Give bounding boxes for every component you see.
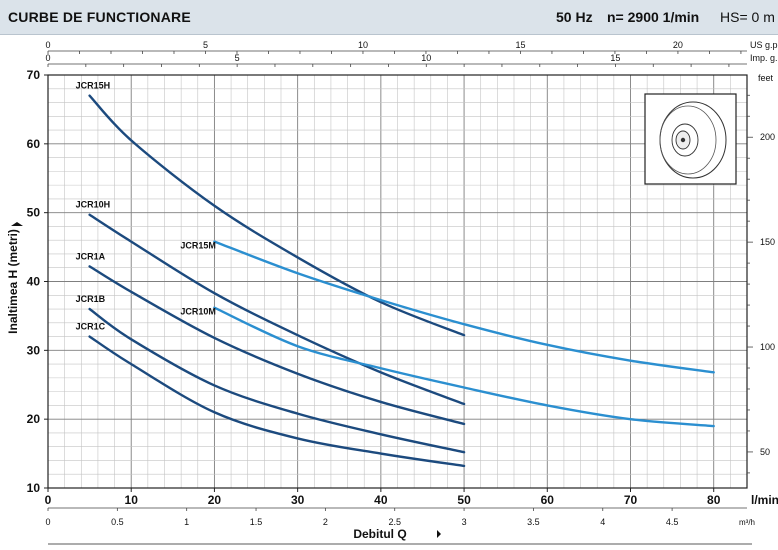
x-tick-label: 0: [45, 493, 52, 507]
impeller-diagram: [644, 93, 737, 185]
series-line-jcr10h: [88, 213, 466, 406]
m3h-tick-label: 0.5: [111, 517, 124, 527]
series-line-jcr10m: [213, 306, 715, 428]
series-label-jcr1c: JCR1C: [76, 322, 106, 332]
m3h-tick-label: 0: [45, 517, 50, 527]
x-axis-title: Debitul Q: [353, 527, 406, 541]
x-tick-label: 40: [374, 493, 388, 507]
series-line-jcr15m: [213, 240, 715, 374]
chart-header: CURBE DE FUNCTIONARE 50 Hz n= 2900 1/min…: [0, 0, 778, 35]
suction-head-label: HS= 0 m: [720, 9, 775, 25]
impeller-shaft: [680, 137, 686, 143]
y-tick-label: 60: [27, 137, 41, 151]
y-axis-title: Inaltimea H (metri): [6, 229, 20, 334]
feet-tick-label: 50: [760, 447, 770, 457]
series-label-jcr10h: JCR10H: [76, 200, 111, 210]
impeller-hub-ring: [671, 123, 699, 157]
impeller-box: [644, 93, 737, 185]
us-gpm-tick-label: 10: [358, 40, 368, 50]
series-label-jcr10m: JCR10M: [180, 307, 216, 317]
series-line-jcr15h: [88, 94, 466, 337]
x-tick-label: 10: [125, 493, 139, 507]
series-line-jcr1b: [88, 307, 466, 454]
x-tick-label: 30: [291, 493, 305, 507]
series-line-jcr1c: [88, 335, 466, 468]
y-tick-label: 50: [27, 206, 41, 220]
series-line-jcr1a: [88, 265, 466, 426]
m3h-tick-label: 2.5: [388, 517, 401, 527]
chart-title: CURBE DE FUNCTIONARE: [8, 9, 191, 25]
chart-labels: JCR15H JCR10H JCR1A JCR1B JCR1C JCR15M JCR10M: [76, 81, 216, 332]
series-label-jcr15h: JCR15H: [76, 81, 111, 91]
imp-gpm-tick-label: 5: [235, 53, 240, 63]
feet-tick-label: 100: [760, 342, 775, 352]
x-unit-label: l/min: [751, 493, 778, 507]
x-tick-label: 80: [707, 493, 721, 507]
series-label-jcr1a: JCR1A: [76, 251, 106, 261]
m3h-tick-label: 4.5: [666, 517, 679, 527]
imp-gpm-tick-label: 15: [610, 53, 620, 63]
us-gpm-tick-label: 5: [203, 40, 208, 50]
imp-gpm-tick-label: 0: [45, 53, 50, 63]
m3h-tick-label: 2: [323, 517, 328, 527]
x-tick-label: 70: [624, 493, 638, 507]
us-gpm-tick-label: 20: [673, 40, 683, 50]
chart-series: [88, 94, 715, 468]
y-tick-label: 70: [27, 68, 41, 82]
frequency-label: 50 Hz: [556, 9, 593, 25]
m3h-tick-label: 3: [462, 517, 467, 527]
x-tick-label: 60: [541, 493, 555, 507]
imp-gpm-unit: Imp. g.p.m.: [750, 53, 778, 63]
feet-tick-label: 200: [760, 132, 775, 142]
x-tick-label: 20: [208, 493, 222, 507]
chart-grid: [47, 74, 748, 489]
us-gpm-tick-label: 15: [515, 40, 525, 50]
y-axis-arrow: [11, 222, 23, 226]
y-tick-label: 30: [27, 343, 41, 357]
feet-tick-label: 150: [760, 237, 775, 247]
chart-axes: 0 10 20 30 40 50 60 70 80 l/min10203040506070Inal…: [6, 40, 778, 545]
m3h-tick-label: 1: [184, 517, 189, 527]
y-tick-label: 10: [27, 481, 41, 495]
m3h-tick-label: 4: [600, 517, 605, 527]
feet-unit: feet: [758, 73, 774, 83]
speed-label: n= 2900 1/min: [607, 9, 700, 25]
series-label-jcr1b: JCR1B: [76, 294, 106, 304]
impeller-disc: [659, 105, 717, 175]
x-axis-arrow: [437, 530, 441, 538]
us-gpm-unit: US g.p.m.: [750, 40, 778, 50]
series-label-jcr15m: JCR15M: [180, 241, 216, 251]
y-tick-label: 20: [27, 412, 41, 426]
y-tick-label: 40: [27, 275, 41, 289]
m3h-tick-label: 1.5: [250, 517, 263, 527]
imp-gpm-tick-label: 10: [421, 53, 431, 63]
x-tick-label: 50: [457, 493, 471, 507]
m3h-unit: m³/h: [739, 518, 755, 527]
m3h-tick-label: 3.5: [527, 517, 540, 527]
us-gpm-tick-label: 0: [45, 40, 50, 50]
